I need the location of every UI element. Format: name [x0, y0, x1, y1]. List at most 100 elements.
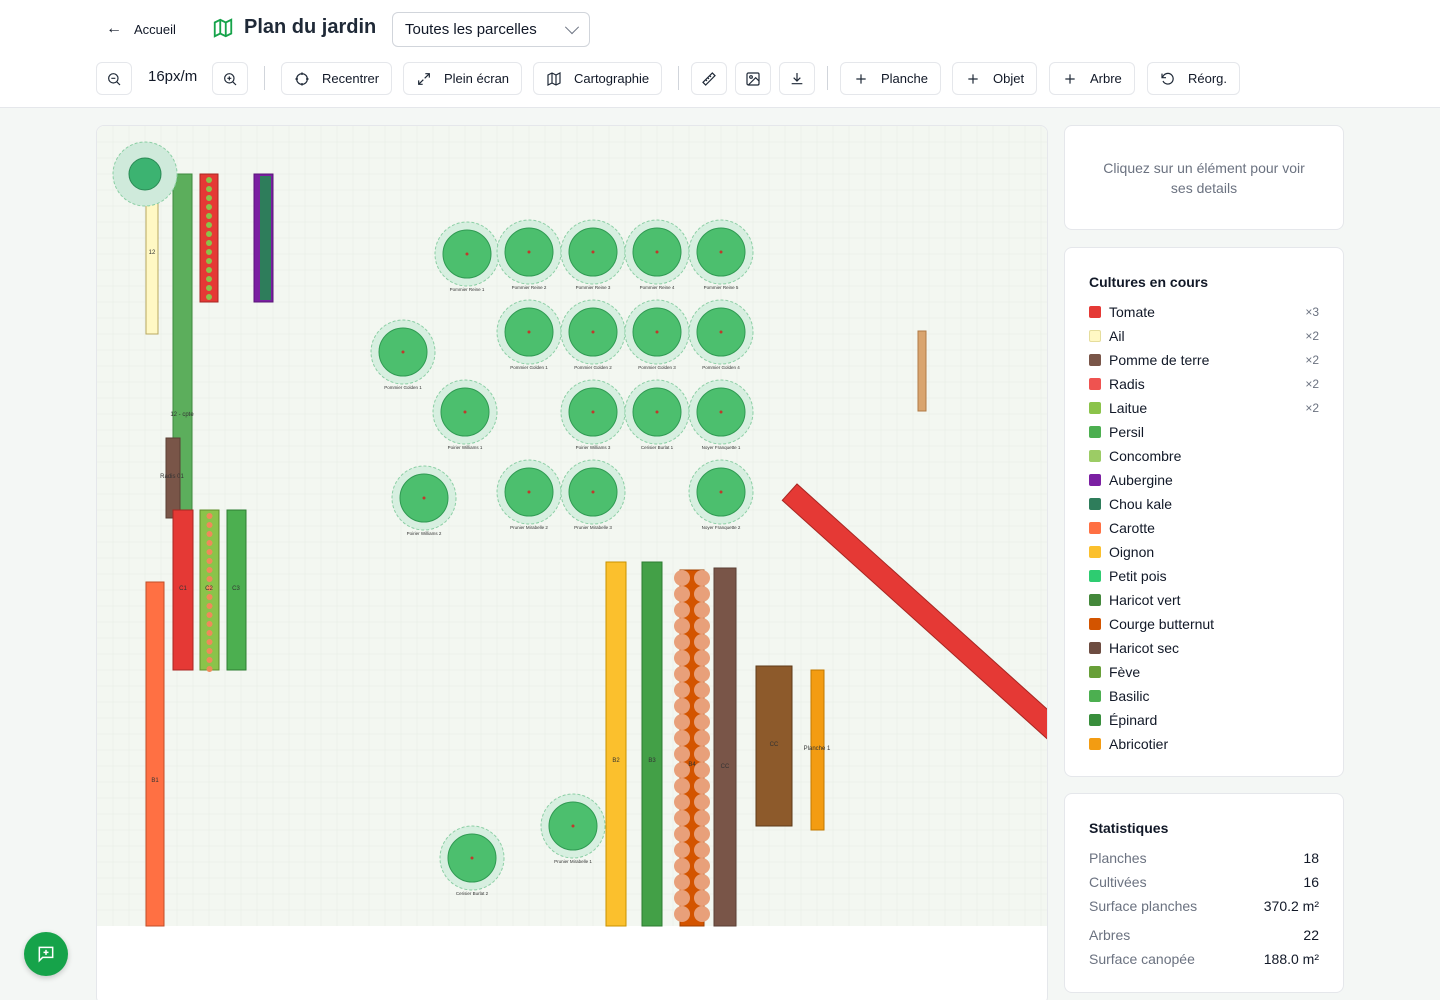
plant-marker[interactable] — [674, 762, 690, 778]
garden-bed[interactable] — [713, 567, 737, 927]
plant-marker[interactable] — [694, 858, 710, 874]
tree-center[interactable] — [719, 410, 723, 414]
back-link[interactable]: ← Accueil — [106, 20, 176, 38]
plant-marker[interactable] — [694, 762, 710, 778]
plant-marker[interactable] — [206, 204, 212, 210]
plant-marker[interactable] — [674, 682, 690, 698]
tree-center[interactable] — [719, 490, 723, 494]
tree-center[interactable] — [719, 330, 723, 334]
fullscreen-button[interactable]: Plein écran — [403, 62, 523, 95]
tree-center[interactable] — [527, 250, 531, 254]
plant-marker[interactable] — [674, 826, 690, 842]
tree-center[interactable] — [527, 490, 531, 494]
zoom-out-button[interactable] — [96, 62, 132, 95]
garden-bed[interactable] — [605, 561, 627, 927]
garden-bed[interactable] — [781, 483, 1048, 742]
plant-marker[interactable] — [206, 639, 213, 645]
plant-marker[interactable] — [674, 618, 690, 634]
tree-center[interactable] — [591, 250, 595, 254]
plant-marker[interactable] — [674, 858, 690, 874]
plant-marker[interactable] — [674, 714, 690, 730]
plant-marker[interactable] — [674, 906, 690, 922]
tree-center[interactable] — [655, 410, 659, 414]
measure-button[interactable] — [691, 62, 727, 95]
parcel-select[interactable]: Toutes les parcelles — [392, 12, 590, 47]
plant-marker[interactable] — [206, 231, 212, 237]
add-bed-button[interactable]: Planche — [840, 62, 941, 95]
plant-marker[interactable] — [206, 186, 212, 192]
plant-marker[interactable] — [694, 778, 710, 794]
plant-marker[interactable] — [674, 730, 690, 746]
plant-marker[interactable] — [694, 842, 710, 858]
tree[interactable] — [128, 157, 162, 191]
plant-marker[interactable] — [674, 810, 690, 826]
plant-marker[interactable] — [206, 666, 213, 672]
garden-object[interactable] — [917, 330, 927, 412]
garden-bed[interactable] — [199, 173, 219, 303]
plant-marker[interactable] — [206, 213, 212, 219]
plant-marker[interactable] — [674, 746, 690, 762]
plant-marker[interactable] — [694, 634, 710, 650]
plant-marker[interactable] — [674, 842, 690, 858]
plant-marker[interactable] — [674, 666, 690, 682]
plant-marker[interactable] — [694, 714, 710, 730]
add-tree-button[interactable]: Arbre — [1049, 62, 1135, 95]
plant-marker[interactable] — [206, 240, 212, 246]
plant-marker[interactable] — [694, 570, 710, 586]
tree-center[interactable] — [591, 490, 595, 494]
plant-marker[interactable] — [694, 746, 710, 762]
plant-marker[interactable] — [206, 621, 213, 627]
plant-marker[interactable] — [206, 558, 213, 564]
add-object-button[interactable]: Objet — [952, 62, 1038, 95]
plant-marker[interactable] — [674, 698, 690, 714]
plant-marker[interactable] — [694, 906, 710, 922]
plant-marker[interactable] — [206, 549, 213, 555]
zoom-in-button[interactable] — [212, 62, 248, 95]
garden-bed[interactable] — [172, 509, 194, 671]
plant-marker[interactable] — [694, 666, 710, 682]
plant-marker[interactable] — [206, 222, 212, 228]
plant-marker[interactable] — [206, 513, 213, 519]
tree-center[interactable] — [571, 824, 575, 828]
garden-map-canvas[interactable]: 12 12 - cpte Radis 01 C1 C2 C3 B1 B2 B3 B4 CC CC Pla… — [97, 126, 1048, 1000]
garden-bed-inner[interactable] — [260, 176, 271, 300]
plant-marker[interactable] — [206, 567, 213, 573]
recenter-button[interactable]: Recentrer — [281, 62, 393, 95]
plant-marker[interactable] — [694, 682, 710, 698]
plant-marker[interactable] — [694, 874, 710, 890]
reorganize-button[interactable]: Réorg. — [1147, 62, 1241, 95]
plant-marker[interactable] — [206, 285, 212, 291]
plant-marker[interactable] — [674, 794, 690, 810]
tree-center[interactable] — [655, 250, 659, 254]
plant-marker[interactable] — [694, 826, 710, 842]
plant-marker[interactable] — [206, 258, 212, 264]
plant-marker[interactable] — [206, 531, 213, 537]
tree-center[interactable] — [591, 330, 595, 334]
tree-center[interactable] — [422, 496, 426, 500]
plant-marker[interactable] — [694, 586, 710, 602]
cartography-button[interactable]: Cartographie — [533, 62, 663, 95]
plant-marker[interactable] — [674, 634, 690, 650]
plant-marker[interactable] — [206, 522, 213, 528]
plant-marker[interactable] — [206, 576, 213, 582]
garden-bed[interactable] — [755, 665, 793, 827]
plant-marker[interactable] — [206, 594, 213, 600]
plant-marker[interactable] — [674, 890, 690, 906]
garden-bed[interactable] — [641, 561, 663, 927]
plant-marker[interactable] — [206, 249, 212, 255]
background-image-button[interactable] — [735, 62, 771, 95]
plant-marker[interactable] — [674, 586, 690, 602]
tree-center[interactable] — [470, 856, 474, 860]
tree-center[interactable] — [463, 410, 467, 414]
plant-marker[interactable] — [694, 810, 710, 826]
tree-center[interactable] — [527, 330, 531, 334]
plant-marker[interactable] — [206, 657, 213, 663]
plant-marker[interactable] — [206, 540, 213, 546]
download-button[interactable] — [779, 62, 815, 95]
plant-marker[interactable] — [206, 648, 213, 654]
plant-marker[interactable] — [206, 585, 213, 591]
garden-bed[interactable] — [145, 581, 165, 927]
plant-marker[interactable] — [206, 612, 213, 618]
tree-center[interactable] — [401, 350, 405, 354]
garden-bed[interactable] — [810, 669, 825, 831]
